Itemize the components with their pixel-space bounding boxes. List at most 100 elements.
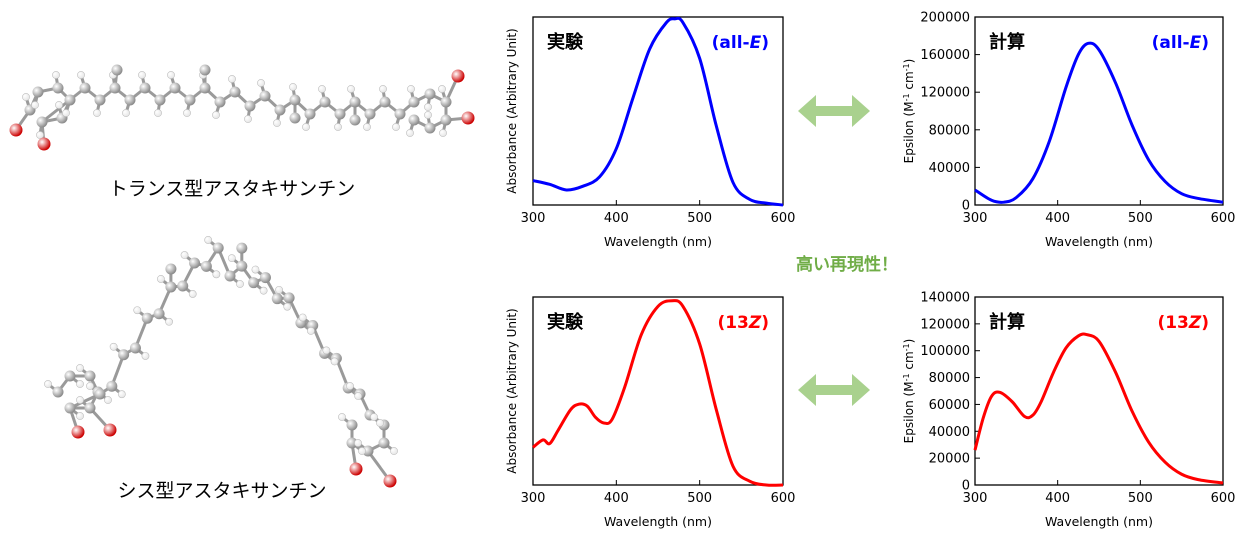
bond: [41, 86, 86, 124]
carbon-atom: [129, 342, 141, 354]
oxygen-atom: [451, 69, 465, 83]
hydrogen-atom: [338, 413, 346, 421]
hydrogen-atom: [302, 123, 310, 131]
y-tick-label: 120000: [920, 86, 970, 101]
carbon-atom: [334, 108, 346, 120]
carbon-atom: [94, 94, 106, 106]
y-tick-label: 0: [962, 199, 970, 214]
carbon-atom: [109, 82, 121, 94]
x-tick-label: 600: [771, 491, 796, 506]
hydrogen-atom: [76, 396, 84, 404]
hydrogen-atom: [180, 251, 189, 259]
plot-frame: [532, 16, 784, 206]
y-axis-label: Epsilon (M-1 cm-1): [902, 339, 917, 444]
x-tick-label: 600: [1211, 211, 1236, 226]
carbon-atom: [394, 108, 406, 120]
plot-frame: [532, 296, 784, 486]
hydrogen-atom: [55, 101, 63, 109]
x-tick-label: 300: [521, 491, 546, 506]
hydrogen-atom: [322, 346, 331, 355]
y-tick-label: 200000: [920, 11, 970, 26]
x-tick-label: 500: [1128, 491, 1153, 506]
carbon-atom: [94, 388, 106, 400]
hydrogen-atom: [438, 85, 446, 93]
carbon-atom: [52, 82, 64, 94]
carbon-atom: [177, 280, 189, 292]
hydrogen-atom: [273, 119, 281, 127]
carbon-atom: [408, 96, 420, 108]
isomer-tag: (all-E): [1152, 33, 1209, 53]
carbon-atom: [248, 277, 260, 289]
hydrogen-atom: [133, 306, 142, 315]
carbon-atom: [52, 386, 64, 398]
hydrogen-atom: [363, 123, 371, 131]
carbon-atom: [84, 402, 96, 414]
isomer-tag: (all-E): [712, 33, 769, 53]
hydrogen-atom: [52, 71, 60, 79]
bond: [110, 354, 126, 387]
y-tick-label: 100000: [920, 344, 970, 359]
hydrogen-atom: [259, 286, 268, 295]
carbon-atom: [64, 402, 76, 414]
hydrogen-atom: [36, 131, 44, 139]
carbon-atom: [440, 114, 452, 126]
carbon-atom: [283, 292, 295, 304]
y-axis-label: Absorbance (Arbitrary Unit): [505, 308, 519, 473]
oxygen-atom: [103, 423, 117, 437]
oxygen-atom: [461, 111, 475, 125]
carbon-atom: [378, 437, 390, 449]
x-tick-label: 300: [963, 491, 988, 506]
oxygen-atom: [9, 123, 23, 137]
hydrogen-atom: [354, 439, 362, 447]
hydrogen-atom: [157, 275, 165, 283]
carbon-atom: [346, 437, 358, 449]
hydrogen-atom: [228, 75, 236, 83]
carbon-atom: [319, 96, 331, 108]
carbon-atom: [236, 260, 248, 272]
comparison-arrow-bottom: [798, 374, 870, 406]
hydrogen-atom: [275, 285, 283, 294]
hydrogen-atom: [104, 396, 112, 404]
carbon-atom: [165, 263, 177, 275]
hydrogen-atom: [62, 109, 70, 117]
hydrogen-atom: [283, 302, 292, 311]
carbon-atom: [379, 96, 391, 108]
hydrogen-atom: [379, 85, 387, 93]
carbon-atom: [124, 94, 136, 106]
hydrogen-atom: [167, 71, 175, 79]
hydrogen-atom: [298, 313, 307, 322]
hydrogen-atom: [117, 390, 126, 399]
carbon-atom: [154, 94, 166, 106]
hydrogen-atom: [77, 71, 85, 79]
hydrogen-atom: [212, 270, 221, 279]
carbon-atom: [408, 114, 420, 126]
y-tick-label: 80000: [929, 123, 970, 138]
hydrogen-atom: [376, 419, 384, 427]
hydrogen-atom: [212, 111, 220, 119]
hydrogen-atom: [289, 83, 297, 91]
panel-title: 計算: [989, 311, 1025, 333]
hydrogen-atom: [307, 326, 315, 335]
x-tick-label: 300: [521, 211, 546, 226]
y-tick-label: 40000: [929, 425, 970, 440]
carbon-atom: [64, 94, 76, 106]
hydrogen-atom: [154, 109, 162, 117]
y-tick-label: 120000: [920, 317, 970, 332]
hydrogen-atom: [76, 380, 84, 388]
carbon-atom: [153, 308, 165, 320]
carbon-atom: [199, 64, 211, 76]
carbon-atom: [289, 112, 301, 124]
hydrogen-atom: [188, 290, 197, 298]
spectrum-line: [974, 41, 1224, 204]
hydrogen-atom: [165, 317, 173, 326]
hydrogen-atom: [257, 79, 265, 87]
x-tick-label: 500: [687, 211, 712, 226]
y-tick-label: 160000: [920, 48, 970, 63]
y-tick-label: 140000: [920, 291, 970, 306]
double-arrow-shape: [798, 374, 870, 406]
panel-title: 実験: [547, 311, 584, 333]
hydrogen-atom: [93, 109, 101, 117]
carbon-atom: [199, 82, 211, 94]
hydrogen-atom: [347, 85, 355, 93]
x-tick-label: 500: [687, 491, 712, 506]
